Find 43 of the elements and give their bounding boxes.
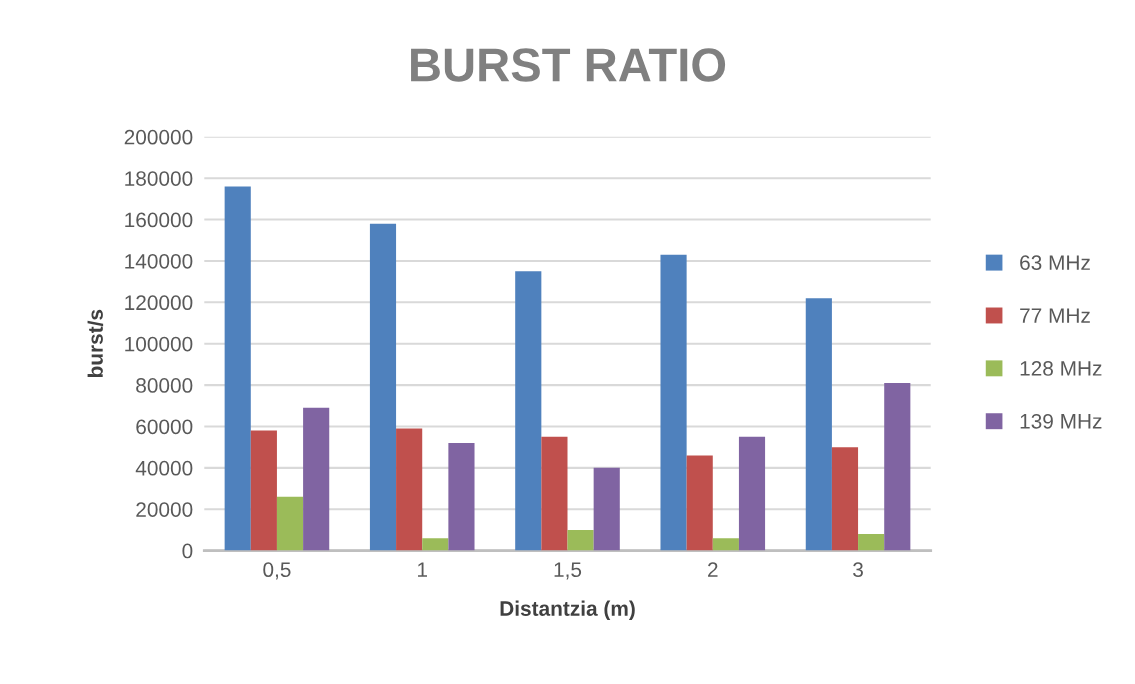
bar <box>541 436 568 551</box>
bar <box>858 534 885 551</box>
bar <box>276 496 304 551</box>
y-tick-label: 80000 <box>136 378 193 393</box>
bar <box>831 447 859 551</box>
legend-label: 63 MHz <box>1020 255 1090 271</box>
y-tick-label: 100000 <box>125 336 193 352</box>
x-tick-label: 1,5 <box>554 562 582 580</box>
bar <box>369 223 397 551</box>
bar <box>884 383 911 551</box>
x-tick-label: 1 <box>418 562 427 577</box>
y-tick-label: 40000 <box>135 460 193 476</box>
bar <box>567 529 594 551</box>
bar <box>805 298 832 551</box>
x-tick-label: 2 <box>708 562 718 577</box>
bar <box>250 430 277 551</box>
bar <box>593 467 620 551</box>
bar <box>396 428 423 551</box>
y-tick-label: 160000 <box>125 212 193 228</box>
bar <box>660 254 687 551</box>
y-tick-label: 180000 <box>125 171 193 186</box>
bar <box>224 186 251 551</box>
y-tick-label: 140000 <box>125 253 193 269</box>
bar <box>303 407 330 551</box>
y-tick-label: 200000 <box>124 129 193 145</box>
x-tick-label: 0,5 <box>263 562 291 580</box>
y-tick-label: 20000 <box>136 502 193 517</box>
legend-label: 77 MHz <box>1020 308 1090 323</box>
y-tick-label: 120000 <box>125 295 193 311</box>
y-tick-label: 60000 <box>136 419 193 435</box>
y-tick-label: 0 <box>182 543 193 559</box>
legend-label: 139 MHz <box>1020 413 1102 429</box>
legend-label: 128 MHz <box>1020 361 1102 376</box>
bar <box>448 443 475 551</box>
chart-title: BURST RATIO <box>411 48 726 82</box>
bar <box>738 436 766 551</box>
y-axis-title: burst/s <box>87 309 104 378</box>
x-tick-label: 3 <box>853 562 863 578</box>
bar <box>686 455 713 551</box>
bar <box>422 538 449 551</box>
x-axis-title: Distantzia (m) <box>500 600 635 621</box>
bar <box>712 538 739 551</box>
bar <box>515 271 542 551</box>
